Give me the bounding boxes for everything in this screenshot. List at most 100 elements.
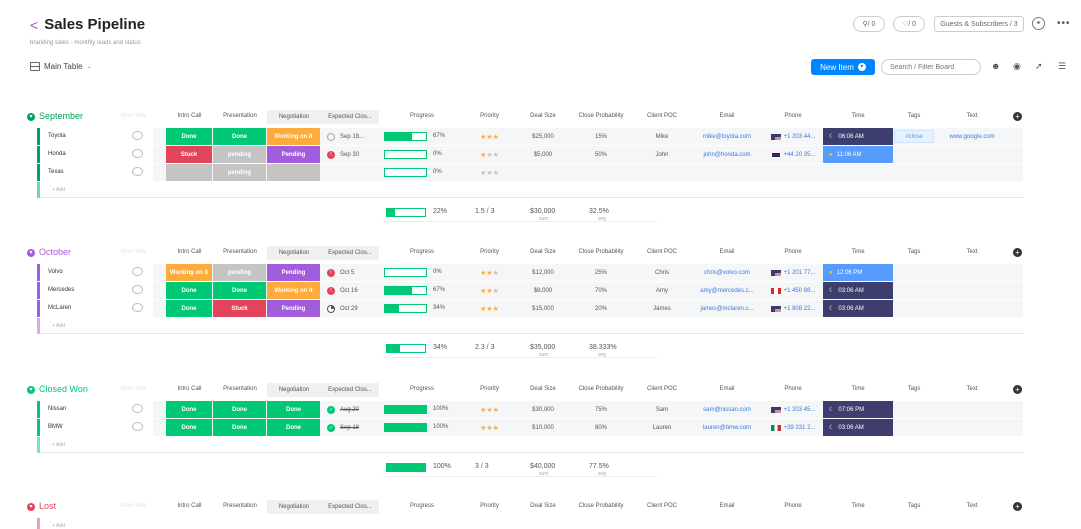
- column-header[interactable]: Deal Size: [530, 503, 556, 509]
- time-cell[interactable]: [823, 164, 893, 181]
- item-name[interactable]: Volvo: [48, 269, 63, 275]
- star-icon[interactable]: ★: [486, 269, 493, 277]
- column-header[interactable]: Email: [719, 249, 735, 255]
- star-icon[interactable]: ★: [486, 151, 493, 159]
- priority-rating[interactable]: ★ ★ ★: [462, 419, 517, 436]
- status-cell[interactable]: pending: [213, 164, 266, 181]
- add-column-icon[interactable]: +: [1013, 385, 1022, 394]
- star-icon[interactable]: ★: [492, 424, 499, 432]
- status-cell[interactable]: Done: [166, 128, 212, 145]
- add-item-label[interactable]: + Add: [52, 523, 65, 529]
- status-cell[interactable]: Done: [166, 282, 212, 299]
- status-cell[interactable]: Done: [213, 419, 266, 436]
- column-header[interactable]: Intro Call: [177, 249, 202, 255]
- status-cell[interactable]: pending: [213, 264, 266, 281]
- column-header[interactable]: Close Probability: [578, 503, 624, 509]
- column-header[interactable]: Time: [851, 386, 865, 392]
- board-title[interactable]: Sales Pipeline: [44, 16, 146, 33]
- star-icon[interactable]: ★: [492, 169, 499, 177]
- column-header[interactable]: Phone: [784, 503, 802, 509]
- table-row[interactable]: BMW Done Done Done ✓ Sep 18 100% ★ ★ ★ $10,000 80% L…: [37, 419, 1023, 436]
- updates-bubble-icon[interactable]: [132, 167, 143, 176]
- item-name-cell[interactable]: [40, 264, 153, 281]
- column-header[interactable]: Negotiation: [267, 246, 321, 260]
- chevron-down-icon[interactable]: ▾: [857, 63, 866, 71]
- column-header[interactable]: Priority: [480, 386, 499, 392]
- column-header[interactable]: Expected Clos...: [321, 110, 379, 124]
- star-icon[interactable]: ★: [486, 406, 493, 414]
- date-cell[interactable]: Oct 29: [321, 300, 379, 317]
- star-icon[interactable]: ★: [480, 133, 487, 141]
- activity-button[interactable]: ⚲/ 0: [853, 16, 885, 32]
- item-name[interactable]: McLaren: [48, 305, 72, 311]
- status-cell[interactable]: Pending: [267, 264, 320, 281]
- column-header[interactable]: Tags: [907, 249, 921, 255]
- group-title[interactable]: October: [39, 247, 72, 257]
- globe-icon[interactable]: ⚭: [1032, 17, 1045, 30]
- tag-chip[interactable]: #close: [894, 130, 934, 143]
- column-header[interactable]: Priority: [480, 249, 499, 255]
- column-header[interactable]: Client POC: [646, 386, 677, 392]
- column-header[interactable]: Negotiation: [267, 110, 321, 124]
- updates-bubble-icon[interactable]: [132, 303, 143, 312]
- item-name-cell[interactable]: [40, 128, 153, 145]
- column-header[interactable]: Email: [719, 503, 735, 509]
- star-icon[interactable]: ★: [492, 287, 499, 295]
- status-cell[interactable]: Done: [267, 419, 320, 436]
- column-header[interactable]: Expected Clos...: [321, 383, 379, 397]
- column-header[interactable]: Phone: [784, 113, 802, 119]
- star-icon[interactable]: ★: [486, 169, 493, 177]
- star-icon[interactable]: ★: [480, 305, 487, 313]
- item-name-cell[interactable]: [40, 401, 153, 418]
- column-header[interactable]: Expected Clos...: [321, 246, 379, 260]
- status-cell[interactable]: Done: [166, 300, 212, 317]
- column-header[interactable]: Text: [966, 113, 978, 119]
- column-header[interactable]: Progress: [409, 249, 434, 255]
- column-header[interactable]: Client POC: [646, 249, 677, 255]
- status-cell[interactable]: Stuck: [166, 146, 212, 163]
- date-cell[interactable]: ✓ Sep 18: [321, 419, 379, 436]
- updates-bubble-icon[interactable]: [132, 149, 143, 158]
- share-icon[interactable]: <: [30, 16, 39, 33]
- priority-rating[interactable]: ★ ★ ★: [462, 401, 517, 418]
- add-column-icon[interactable]: +: [1013, 248, 1022, 257]
- date-cell[interactable]: ! Oct 5: [321, 264, 379, 281]
- filter-icon[interactable]: ☰: [1058, 61, 1067, 71]
- column-header[interactable]: Email: [719, 113, 735, 119]
- priority-rating[interactable]: ★ ★ ★: [462, 264, 517, 281]
- star-icon[interactable]: ★: [480, 269, 487, 277]
- status-cell[interactable]: [267, 164, 320, 181]
- star-icon[interactable]: ★: [492, 151, 499, 159]
- column-header[interactable]: Presentation: [223, 249, 257, 255]
- star-icon[interactable]: ★: [480, 287, 487, 295]
- column-header[interactable]: Negotiation: [267, 383, 321, 397]
- star-icon[interactable]: ★: [486, 133, 493, 141]
- column-header[interactable]: Tags: [907, 113, 921, 119]
- add-item-row[interactable]: + Add: [37, 437, 1023, 453]
- time-cell[interactable]: ☾ 03:06 AM: [823, 282, 893, 299]
- star-icon[interactable]: ★: [486, 305, 493, 313]
- add-item-row[interactable]: + Add: [37, 318, 1023, 334]
- item-name[interactable]: Texas: [48, 169, 64, 175]
- board-subtitle[interactable]: branding sales - monthly leads and statu…: [30, 40, 141, 46]
- table-row[interactable]: Mercedes Done Done Working on it! Oct 16 67% ★…: [37, 282, 1023, 299]
- updates-bubble-icon[interactable]: [132, 131, 143, 140]
- time-cell[interactable]: ● 12:06 PM: [823, 264, 893, 281]
- status-cell[interactable]: pending: [213, 146, 266, 163]
- column-header[interactable]: Text: [966, 503, 978, 509]
- status-cell[interactable]: Done: [213, 128, 266, 145]
- date-cell[interactable]: [321, 164, 379, 181]
- text-cell[interactable]: [935, 419, 1009, 436]
- text-cell[interactable]: [935, 264, 1009, 281]
- table-row[interactable]: Volvo Working on it pending Pending! Oct 5 0%…: [37, 264, 1023, 281]
- star-icon[interactable]: ★: [480, 406, 487, 414]
- star-icon[interactable]: ★: [486, 424, 493, 432]
- status-cell[interactable]: Pending: [267, 146, 320, 163]
- email-link[interactable]: john@honda.com: [703, 151, 751, 158]
- email-link[interactable]: [691, 164, 763, 181]
- status-cell[interactable]: Working on it: [166, 264, 212, 281]
- column-header[interactable]: Time: [851, 113, 865, 119]
- column-header[interactable]: Client POC: [646, 113, 677, 119]
- column-header[interactable]: Progress: [409, 386, 434, 392]
- priority-rating[interactable]: ★ ★ ★: [462, 146, 517, 163]
